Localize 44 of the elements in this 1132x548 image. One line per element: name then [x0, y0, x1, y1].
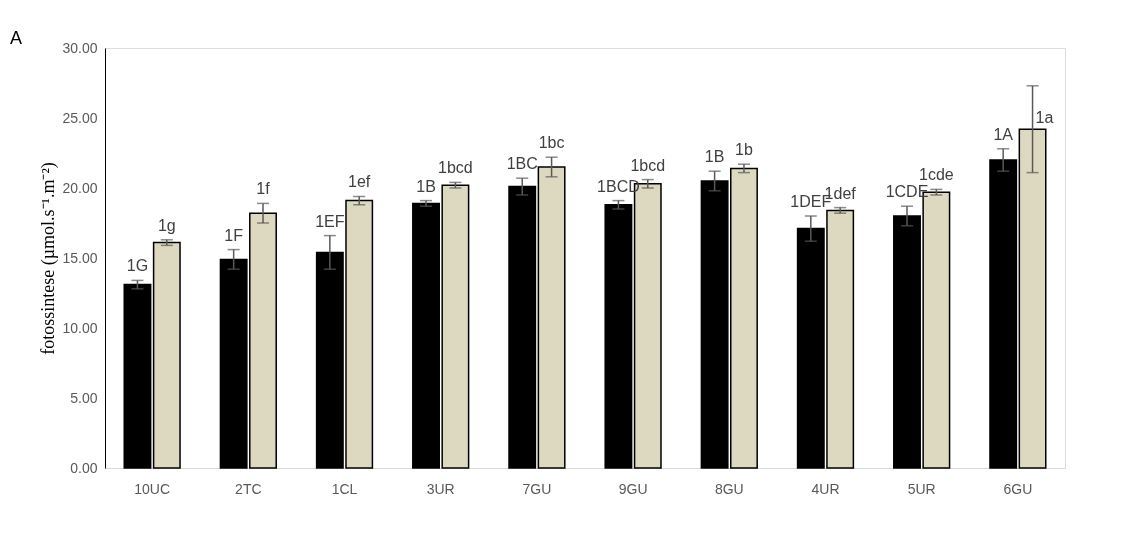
x-tick-label: 10UC — [134, 480, 171, 497]
y-tick-label: 25.00 — [62, 109, 98, 126]
text: A — [10, 28, 23, 48]
annotation: 1G — [126, 257, 149, 275]
x-tick-label: 5UR — [907, 480, 936, 497]
y-tick-label: 10.00 — [62, 319, 98, 336]
x-tick-label: 3UR — [426, 480, 455, 497]
x-tick-label: 4UR — [811, 480, 840, 497]
annotation: 1B — [704, 148, 725, 166]
bar — [152, 241, 181, 469]
x-tick-label: 1CL — [331, 480, 358, 497]
annotation: 1bcd — [630, 156, 666, 174]
bar — [508, 185, 537, 469]
x-tick-label: 8GU — [714, 480, 744, 497]
annotation: 1B — [416, 177, 436, 195]
bar — [604, 204, 633, 469]
bar — [537, 166, 566, 469]
annotation: 1a — [1035, 109, 1054, 127]
annotation: 1b — [735, 141, 753, 159]
annotation: 1A — [993, 125, 1014, 143]
x-tick-label: 6GU — [1003, 480, 1033, 497]
annotation: 1EF — [315, 212, 345, 230]
y-tick-label: 5.00 — [70, 389, 98, 406]
annotation: 1BCD — [597, 177, 640, 195]
y-tick-label: 15.00 — [62, 249, 98, 266]
bar — [989, 159, 1018, 469]
annotation: 1g — [157, 216, 176, 234]
y-axis-title: fotossintese (µmol.s⁻¹.m⁻²) — [38, 162, 60, 355]
bar — [1018, 128, 1047, 469]
annotation: 1bcd — [438, 159, 473, 177]
annotation: 1f — [256, 180, 271, 198]
x-tick-label: 7GU — [522, 480, 552, 497]
bar — [123, 283, 152, 469]
annotation: 1cde — [919, 166, 954, 184]
annotation: 1bc — [538, 134, 565, 152]
annotation: 1BC — [506, 155, 538, 173]
annotation: 1F — [224, 226, 244, 244]
y-tick-label: 30.00 — [62, 39, 98, 56]
y-tick-label: 0.00 — [70, 459, 98, 476]
x-tick-label: 9GU — [618, 480, 648, 497]
annotation: 1ef — [348, 173, 371, 191]
annotation: 1CDE — [885, 183, 929, 201]
y-tick-label: 20.00 — [62, 179, 98, 196]
x-tick-label: 2TC — [235, 480, 262, 497]
